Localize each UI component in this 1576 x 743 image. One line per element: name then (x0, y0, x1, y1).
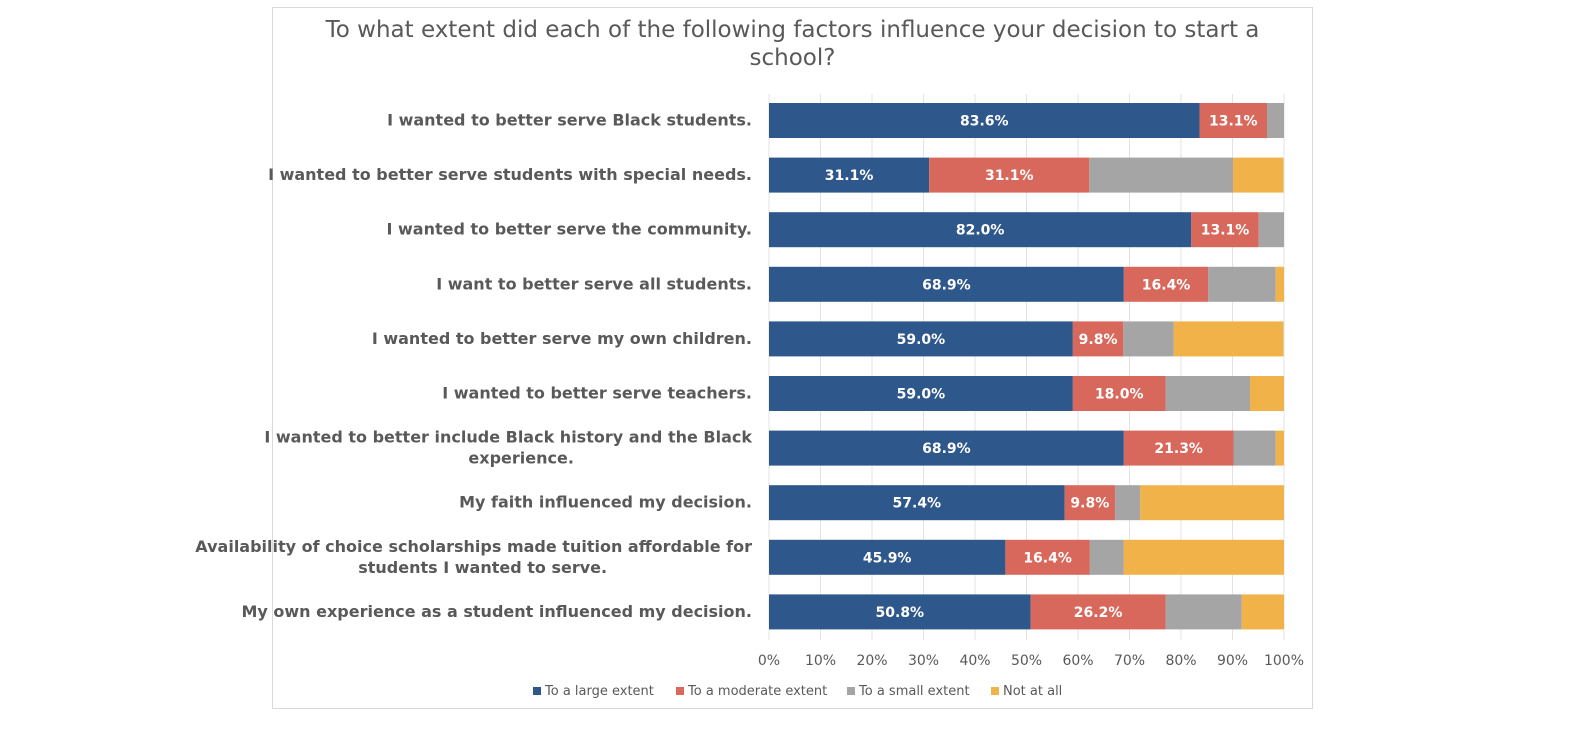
legend-swatch (533, 687, 541, 695)
bar-segment (1258, 212, 1284, 248)
bar-value-label: 50.8% (876, 605, 925, 621)
bar-segment (1267, 103, 1284, 138)
bar-segment (1072, 376, 1166, 411)
bar-segment (1123, 266, 1209, 302)
bar-segment (769, 321, 1073, 357)
bar-segment (1030, 594, 1166, 630)
legend-swatch (676, 687, 684, 695)
bar-segment (1123, 539, 1284, 575)
legend-swatch (991, 687, 999, 695)
bar-segment (769, 485, 1065, 521)
bar-segment (1140, 485, 1284, 521)
bar-segment (1005, 539, 1090, 575)
category-labels: I wanted to better serve Black students.… (195, 111, 752, 621)
bar-segment (1199, 103, 1268, 138)
bar-value-label: 13.1% (1209, 114, 1258, 130)
bar-segment (1233, 430, 1276, 466)
bars (769, 103, 1284, 630)
legend-label: To a large extent (544, 684, 654, 699)
bar-segment (769, 376, 1073, 411)
legend-label: To a moderate extent (687, 684, 827, 699)
x-axis-ticks: 0% 10% 20% 30% 40% 50% 60% 70% 80% 90% 100% (758, 653, 1304, 669)
chart-title-line-2: school? (749, 45, 836, 71)
bar-segment (769, 157, 930, 193)
bar-value-label: 21.3% (1154, 441, 1203, 457)
bar-segment (1115, 485, 1141, 521)
bar-value-label: 68.9% (922, 441, 971, 457)
bar-value-label: 31.1% (825, 168, 874, 184)
bar-value-label: 16.4% (1023, 550, 1072, 566)
bar-segment (1241, 594, 1284, 630)
bar-segment (1275, 266, 1284, 302)
category-label: I wanted to better serve students with s… (268, 165, 752, 184)
x-tick-label: 50% (1011, 653, 1042, 669)
category-label: I wanted to better serve the community. (387, 220, 753, 239)
x-tick-label: 40% (959, 653, 990, 669)
bar-segment (769, 212, 1192, 248)
bar-segment (1123, 321, 1174, 357)
bar-segment (769, 266, 1124, 302)
x-tick-label: 0% (758, 653, 780, 669)
bar-value-label: 45.9% (863, 550, 912, 566)
bar-segment (1250, 376, 1284, 411)
bar-segment (1072, 321, 1124, 357)
bar-segment (1165, 594, 1242, 630)
bar-value-label: 83.6% (960, 114, 1009, 130)
category-label: I wanted to better serve Black students. (387, 111, 752, 130)
bar-segment (1191, 212, 1259, 248)
x-tick-label: 80% (1165, 653, 1196, 669)
category-label: My own experience as a student influence… (241, 602, 752, 621)
category-label: students I wanted to serve. (358, 558, 607, 577)
x-tick-label: 70% (1114, 653, 1145, 669)
bar-value-label: 59.0% (897, 387, 946, 403)
bar-segment (769, 594, 1031, 630)
bar-value-label: 18.0% (1095, 387, 1144, 403)
chart-title-line-1: To what extent did each of the following… (325, 17, 1260, 43)
category-label: I wanted to better include Black history… (264, 428, 752, 447)
bar-segment (1173, 321, 1284, 357)
x-tick-label: 60% (1062, 653, 1093, 669)
bar-value-label: 26.2% (1074, 605, 1123, 621)
bar-value-label: 16.4% (1142, 277, 1191, 293)
bar-segment (1208, 266, 1276, 302)
bar-value-label: 9.8% (1079, 332, 1118, 348)
category-label: experience. (468, 449, 574, 468)
x-tick-label: 20% (856, 653, 887, 669)
category-label: I wanted to better serve teachers. (442, 384, 752, 403)
chart-title: To what extent did each of the following… (272, 16, 1313, 72)
bar-segment (769, 539, 1006, 575)
bar-value-label: 68.9% (922, 277, 971, 293)
bar-segment (1089, 539, 1124, 575)
legend-label: To a small extent (858, 684, 970, 699)
bar-segment (1123, 430, 1234, 466)
bar-segment (1165, 376, 1251, 411)
bar-value-label: 9.8% (1070, 496, 1109, 512)
bar-value-label: 31.1% (985, 168, 1034, 184)
category-label: I want to better serve all students. (436, 274, 752, 293)
legend-label: Not at all (1003, 684, 1062, 699)
bar-segment (929, 157, 1090, 193)
bar-value-label: 82.0% (956, 223, 1005, 239)
x-tick-label: 90% (1217, 653, 1248, 669)
bar-value-label: 57.4% (893, 496, 942, 512)
category-label: Availability of choice scholarships made… (195, 537, 752, 556)
legend-swatch (847, 687, 855, 695)
bar-segment (1233, 157, 1284, 193)
x-tick-label: 100% (1264, 653, 1304, 669)
bar-segment (1064, 485, 1116, 521)
bar-value-label: 13.1% (1201, 223, 1250, 239)
bar-labels: 83.6% 13.1% 31.1% 31.1% 82.0% 13.1% 68.9% 16.4%… (825, 114, 1258, 621)
bar-segment (1275, 430, 1284, 466)
bar-segment (769, 430, 1124, 466)
bar-value-label: 59.0% (897, 332, 946, 348)
category-label: I wanted to better serve my own children… (372, 329, 752, 348)
bar-segment (769, 103, 1200, 138)
x-tick-label: 10% (805, 653, 836, 669)
x-tick-label: 30% (908, 653, 939, 669)
legend: To a large extent To a moderate extent To … (533, 684, 1062, 699)
category-label: My faith influenced my decision. (459, 493, 752, 512)
bar-segment (1089, 157, 1234, 193)
